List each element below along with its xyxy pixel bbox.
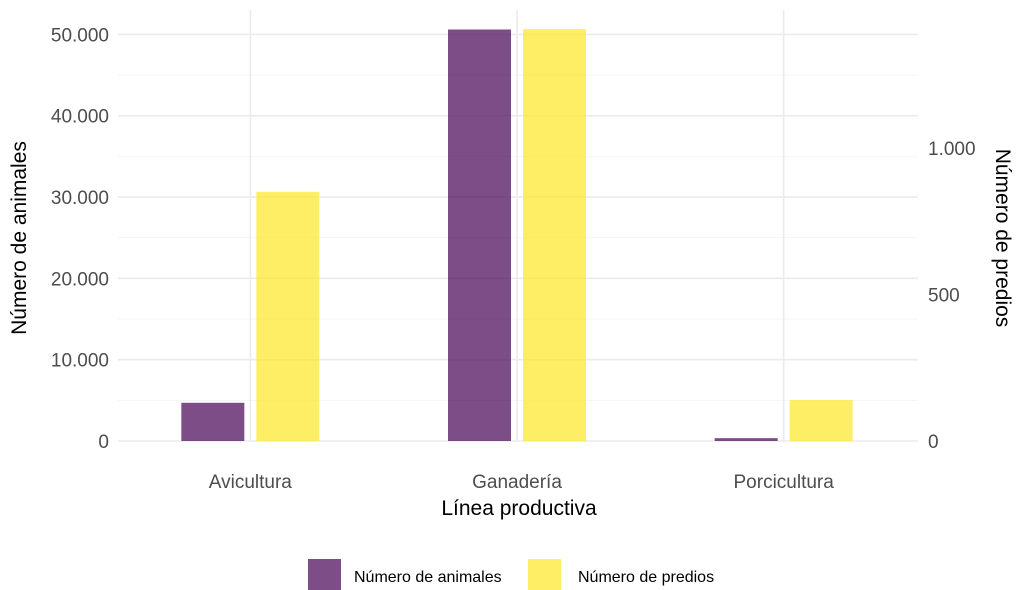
y-axis-left-title: Número de animales — [8, 141, 31, 335]
y-tick-label-right: 1.000 — [928, 139, 976, 160]
legend-label-animales: Número de animales — [354, 569, 502, 586]
legend: Número de animales Número de predios — [308, 559, 714, 590]
x-tick-label: Porcicultura — [734, 472, 835, 493]
y-axis-left-ticks: 0 10.000 20.000 30.000 40.000 50.000 — [51, 25, 109, 453]
y-tick-label-left: 50.000 — [51, 25, 109, 46]
y-tick-label-left: 30.000 — [51, 188, 109, 209]
bars — [181, 29, 853, 442]
legend-swatch-animales — [308, 559, 341, 590]
y-tick-label-right: 0 — [928, 432, 939, 453]
x-tick-label: Ganadería — [472, 472, 562, 493]
legend-swatch-predios — [528, 559, 561, 590]
bar-animales-1 — [448, 29, 511, 442]
y-tick-label-right: 500 — [928, 285, 960, 306]
y-tick-label-left: 10.000 — [51, 351, 109, 372]
x-axis-ticks: Avicultura Ganadería Porcicultura — [209, 472, 834, 493]
y-tick-label-left: 0 — [98, 432, 109, 453]
x-axis-title: Línea productiva — [441, 497, 597, 520]
bar-animales-2 — [714, 438, 778, 441]
y-axis-right-ticks: 0 500 1.000 — [928, 139, 976, 453]
legend-label-predios: Número de predios — [578, 569, 714, 586]
bar-predios-2 — [789, 399, 853, 441]
y-tick-label-left: 40.000 — [51, 107, 109, 128]
bar-predios-1 — [523, 29, 586, 441]
x-tick-label: Avicultura — [209, 472, 293, 493]
y-tick-label-left: 20.000 — [51, 269, 109, 290]
grid — [118, 10, 918, 442]
bar-animales-0 — [181, 402, 245, 441]
bar-predios-0 — [256, 191, 320, 441]
y-axis-right-title: Número de predios — [991, 149, 1014, 328]
